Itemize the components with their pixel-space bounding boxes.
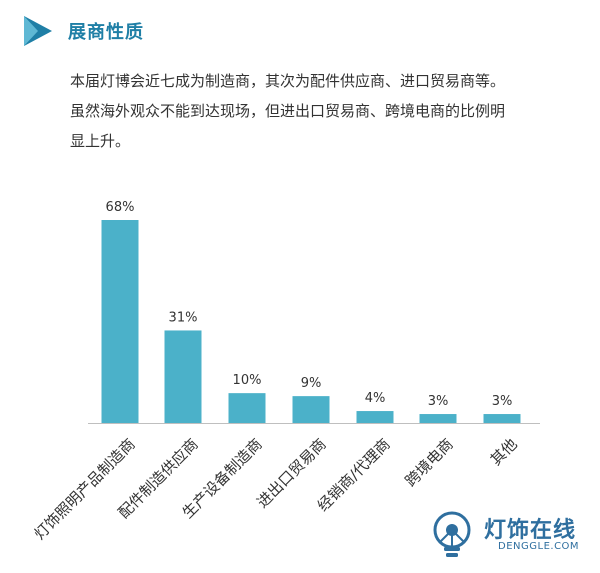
category-label: 跨境电商 (402, 435, 457, 490)
lightbulb-icon (433, 511, 471, 557)
bar (228, 393, 266, 423)
value-label: 68% (106, 200, 135, 215)
value-label: 3% (428, 394, 449, 409)
category-label: 其他 (487, 435, 521, 469)
intro-paragraph: 本届灯博会近七成为制造商，其次为配件供应商、进口贸易商等。 虽然海外观众不能到达… (70, 66, 590, 156)
intro-line: 显上升。 (70, 132, 131, 150)
bar (292, 396, 330, 423)
bar (483, 414, 521, 423)
bar (356, 411, 394, 423)
value-label: 31% (169, 310, 198, 325)
intro-line: 虽然海外观众不能到达现场，但进出口贸易商、跨境电商的比例明 (70, 102, 506, 120)
intro-line: 本届灯博会近七成为制造商，其次为配件供应商、进口贸易商等。 (70, 72, 506, 90)
value-label: 9% (301, 376, 322, 391)
dengglecom-logo: 灯饰在线 DENGGLE.COM (426, 508, 586, 564)
section-title: 展商性质 (68, 22, 144, 43)
value-label: 4% (365, 391, 386, 406)
bar (419, 414, 457, 423)
bar (164, 330, 202, 423)
bar (101, 220, 139, 423)
value-label: 3% (492, 394, 513, 409)
category-label: 灯饰照明产品制造商 (31, 435, 139, 543)
logo-name-cn: 灯饰在线 (484, 518, 577, 543)
play-triangle-icon (24, 16, 52, 46)
value-label: 10% (233, 373, 262, 388)
logo-name-en: DENGGLE.COM (498, 541, 580, 552)
